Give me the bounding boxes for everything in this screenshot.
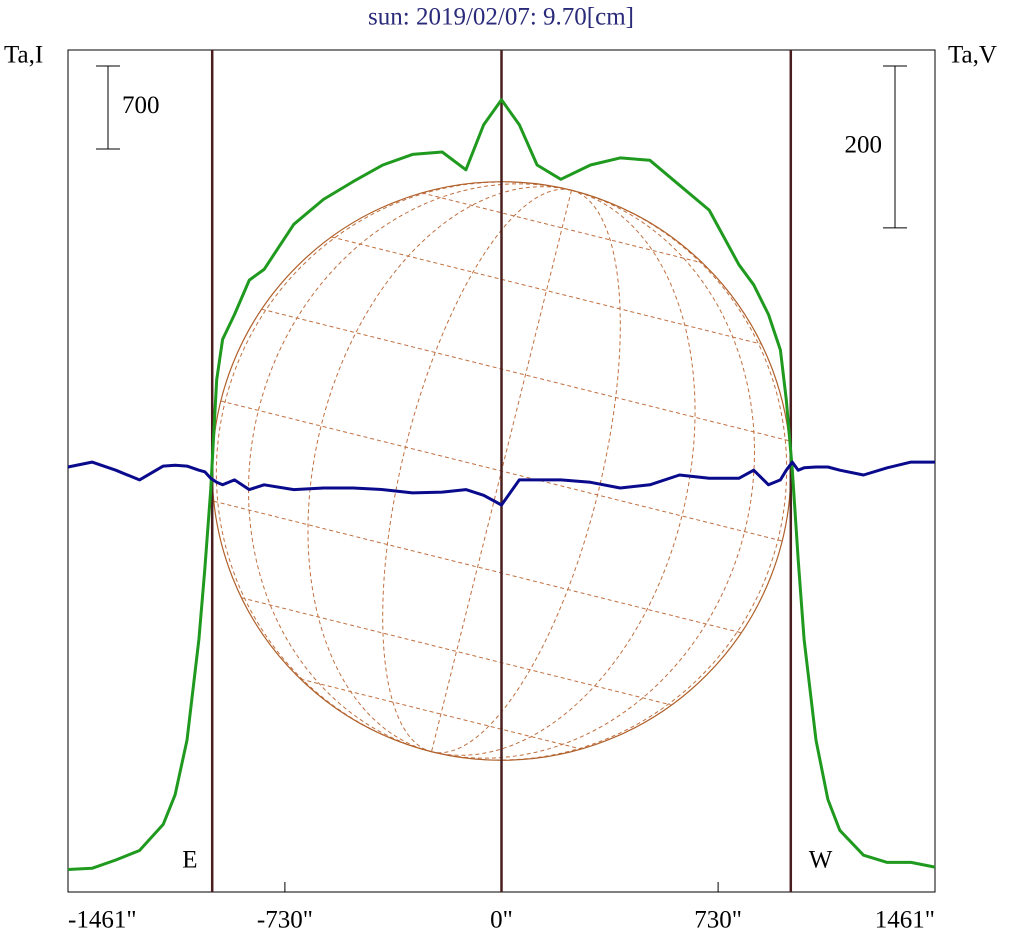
y2-axis-label: Ta,V (948, 42, 997, 69)
latitude-line (331, 236, 762, 345)
meridian-line (431, 189, 755, 759)
scale-bar-label: 200 (845, 132, 883, 159)
latitude-line (421, 192, 703, 264)
meridian-line (431, 189, 621, 754)
limb-label-west: W (809, 847, 833, 874)
meridian-line (307, 186, 572, 753)
x-tick-label: 1461" (875, 907, 935, 934)
meridian-line (215, 181, 572, 753)
series-line (67, 460, 935, 507)
meridian-line (382, 188, 572, 753)
chart-title: sun: 2019/02/07: 9.70[cm] (368, 4, 634, 31)
scale-bar-label: 700 (122, 92, 160, 119)
limb-label-east: E (182, 847, 197, 874)
latitude-line (300, 678, 582, 750)
meridian-line (431, 189, 696, 756)
x-tick-label: 730" (694, 907, 742, 934)
latitude-line (241, 597, 672, 706)
x-tick-label: -1461" (68, 907, 137, 934)
x-tick-label: -730" (257, 907, 313, 934)
y-axis-label: Ta,I (4, 42, 43, 69)
meridian-line (248, 183, 572, 753)
meridian-line (431, 189, 788, 761)
series-line (67, 98, 936, 871)
x-tick-label: 0" (490, 907, 513, 934)
